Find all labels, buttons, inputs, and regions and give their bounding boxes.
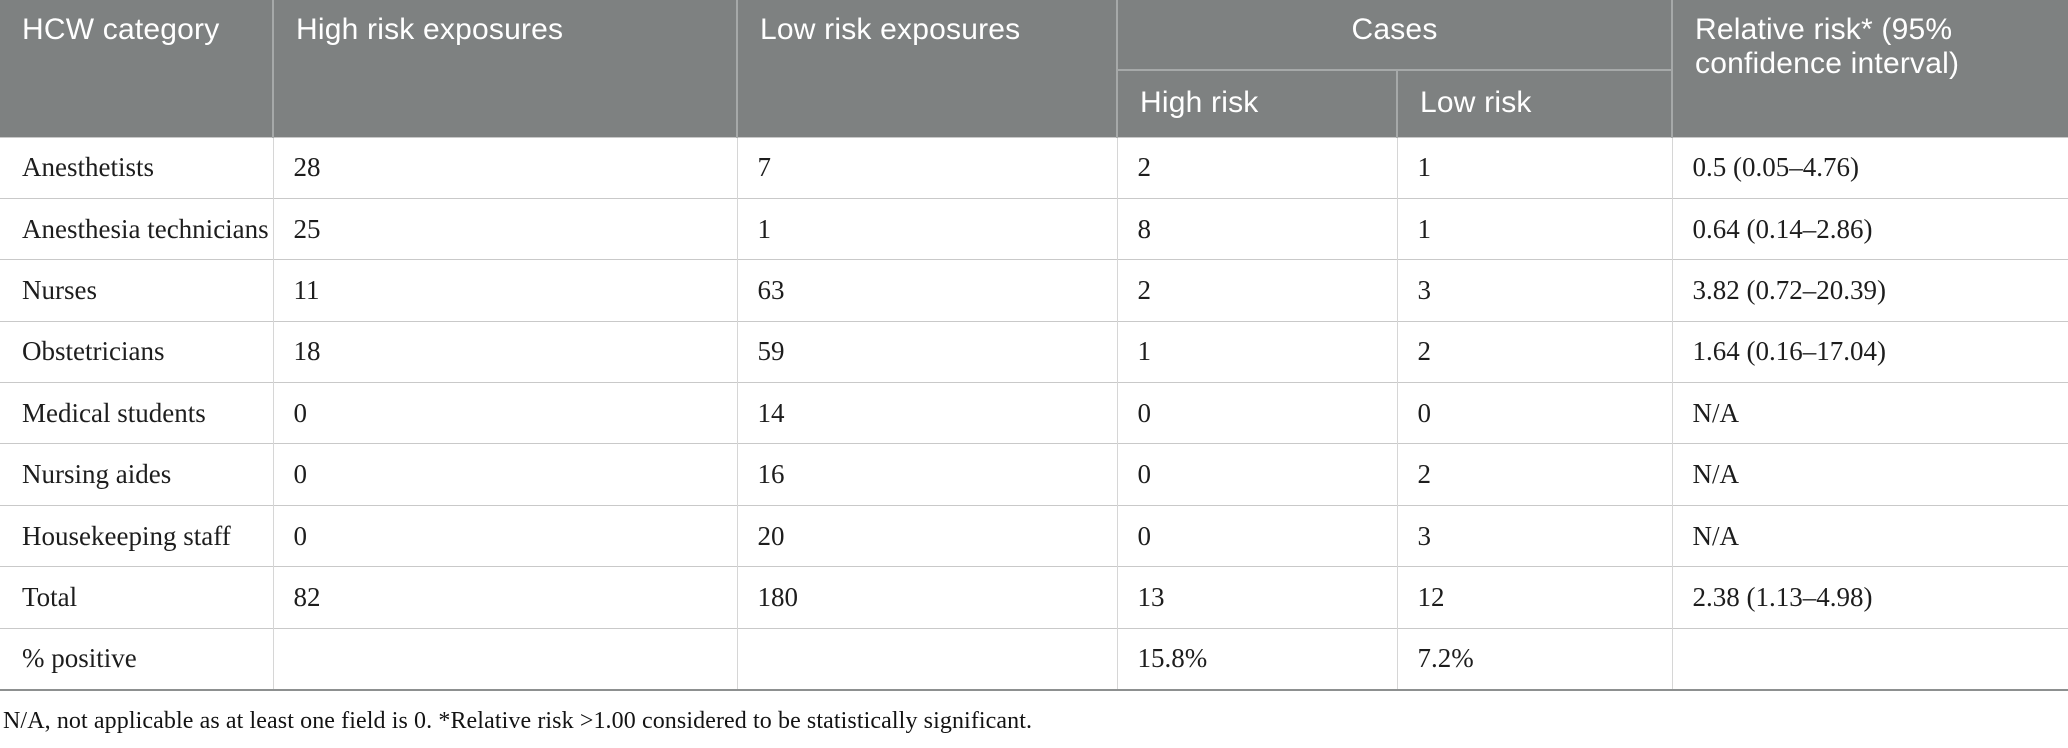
cell-low-risk-exposures <box>736 627 1117 691</box>
cell-low-risk-exposures: 7 <box>736 136 1117 199</box>
cell-high-risk-exposures: 0 <box>272 382 737 444</box>
cell-cases-low: 12 <box>1396 566 1673 629</box>
cell-high-risk-exposures: 25 <box>272 197 737 260</box>
cell-relative-risk: 3.82 (0.72–20.39) <box>1671 259 2068 322</box>
cell-low-risk-exposures: 14 <box>736 382 1117 444</box>
cell-category: Obstetricians <box>0 320 273 383</box>
cell-cases-high: 13 <box>1116 566 1397 629</box>
header-row-2: High risk Low risk <box>0 70 2068 137</box>
header-hcw-category: HCW category <box>0 0 273 137</box>
cell-high-risk-exposures: 82 <box>272 566 737 629</box>
cell-cases-low: 1 <box>1396 197 1673 260</box>
table-row-housekeeping-staff: Housekeeping staff 0 20 0 3 N/A <box>0 504 2068 567</box>
cell-category: Housekeeping staff <box>0 504 273 567</box>
cell-cases-low: 3 <box>1396 504 1673 567</box>
cell-high-risk-exposures: 28 <box>272 136 737 199</box>
table-row-nurses: Nurses 11 63 2 3 3.82 (0.72–20.39) <box>0 259 2068 322</box>
cell-relative-risk: 1.64 (0.16–17.04) <box>1671 320 2068 383</box>
header-relative-risk: Relative risk* (95% confidence interval) <box>1671 0 2068 137</box>
cell-high-risk-exposures: 11 <box>272 259 737 322</box>
cell-high-risk-exposures: 0 <box>272 504 737 567</box>
header-cases-high-risk: High risk <box>1116 70 1397 137</box>
exposure-risk-table: HCW category High risk exposures Low ris… <box>0 0 2068 691</box>
header-cases-low-risk: Low risk <box>1395 70 1673 137</box>
cell-cases-low: 2 <box>1396 320 1673 383</box>
cell-category: Anesthetists <box>0 136 273 199</box>
cell-cases-high: 15.8% <box>1116 627 1397 691</box>
table-body: Anesthetists 28 7 2 1 0.5 (0.05–4.76) An… <box>0 136 2068 691</box>
cell-cases-high: 8 <box>1116 197 1397 260</box>
table-footnote: N/A, not applicable as at least one fiel… <box>3 707 1033 734</box>
cell-low-risk-exposures: 16 <box>736 443 1117 506</box>
cell-relative-risk: N/A <box>1671 382 2068 444</box>
cell-category: Anesthesia technicians <box>0 197 273 260</box>
cell-relative-risk: N/A <box>1671 504 2068 567</box>
cell-cases-low: 1 <box>1396 136 1673 199</box>
cell-cases-low: 7.2% <box>1396 627 1673 691</box>
cell-category: % positive <box>0 627 273 691</box>
table-row-total: Total 82 180 13 12 2.38 (1.13–4.98) <box>0 566 2068 629</box>
table-row-nursing-aides: Nursing aides 0 16 0 2 N/A <box>0 443 2068 506</box>
cell-cases-low: 0 <box>1396 382 1673 444</box>
header-cases-group: Cases <box>1115 0 1673 71</box>
cell-high-risk-exposures: 18 <box>272 320 737 383</box>
cell-category: Medical students <box>0 382 273 444</box>
cell-relative-risk: 0.64 (0.14–2.86) <box>1671 197 2068 260</box>
cell-low-risk-exposures: 59 <box>736 320 1117 383</box>
cell-category: Total <box>0 566 273 629</box>
cell-category: Nursing aides <box>0 443 273 506</box>
cell-low-risk-exposures: 20 <box>736 504 1117 567</box>
table-row-obstetricians: Obstetricians 18 59 1 2 1.64 (0.16–17.04… <box>0 320 2068 383</box>
cell-cases-high: 1 <box>1116 320 1397 383</box>
table-row-percent-positive: % positive 15.8% 7.2% <box>0 627 2068 691</box>
cell-high-risk-exposures <box>272 627 737 691</box>
cell-relative-risk: 0.5 (0.05–4.76) <box>1671 136 2068 199</box>
table-row-anesthetists: Anesthetists 28 7 2 1 0.5 (0.05–4.76) <box>0 136 2068 199</box>
table-header: HCW category High risk exposures Low ris… <box>0 0 2068 137</box>
cell-cases-high: 2 <box>1116 136 1397 199</box>
header-low-risk-exposures: Low risk exposures <box>736 0 1117 137</box>
cell-relative-risk <box>1671 627 2068 691</box>
cell-low-risk-exposures: 180 <box>736 566 1117 629</box>
cell-cases-high: 0 <box>1116 504 1397 567</box>
cell-cases-high: 0 <box>1116 382 1397 444</box>
cell-high-risk-exposures: 0 <box>272 443 737 506</box>
cell-cases-low: 2 <box>1396 443 1673 506</box>
table-row-anesthesia-technicians: Anesthesia technicians 25 1 8 1 0.64 (0.… <box>0 197 2068 260</box>
cell-cases-high: 0 <box>1116 443 1397 506</box>
table-row-medical-students: Medical students 0 14 0 0 N/A <box>0 382 2068 444</box>
cell-category: Nurses <box>0 259 273 322</box>
cell-cases-high: 2 <box>1116 259 1397 322</box>
cell-low-risk-exposures: 1 <box>736 197 1117 260</box>
cell-relative-risk: 2.38 (1.13–4.98) <box>1671 566 2068 629</box>
header-high-risk-exposures: High risk exposures <box>272 0 737 137</box>
cell-relative-risk: N/A <box>1671 443 2068 506</box>
cell-low-risk-exposures: 63 <box>736 259 1117 322</box>
header-row-1: HCW category High risk exposures Low ris… <box>0 0 2068 137</box>
cell-cases-low: 3 <box>1396 259 1673 322</box>
